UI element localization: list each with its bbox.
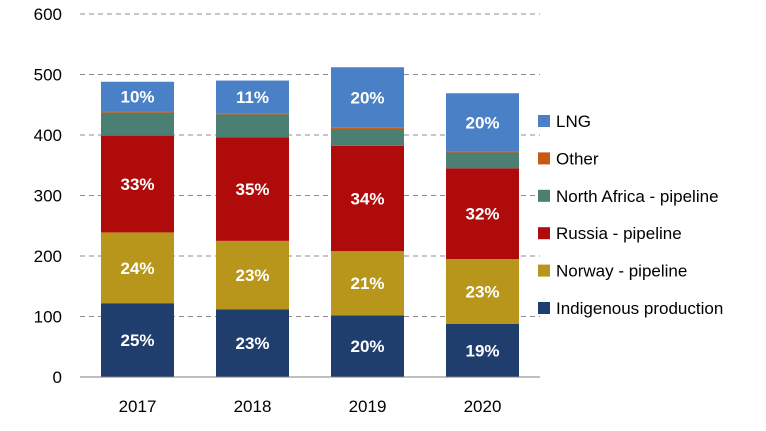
bar-segment-norway-pipeline-2018 xyxy=(216,240,289,310)
data-label: 25% xyxy=(120,331,154,350)
legend-swatch xyxy=(538,115,550,127)
bar-segment-norway-pipeline-2020 xyxy=(446,259,519,324)
bar-segment-other-2017 xyxy=(101,111,174,113)
data-label: 23% xyxy=(235,266,269,285)
data-label: 20% xyxy=(465,113,499,132)
bars xyxy=(101,67,519,377)
bar-segment-indigenous-production-2020 xyxy=(446,323,519,377)
legend-label: Other xyxy=(556,149,599,168)
legend-swatch xyxy=(538,189,550,202)
data-label: 20% xyxy=(350,88,384,107)
bar-segment-lng-2020 xyxy=(446,93,519,152)
bar-segment-other-2019 xyxy=(331,127,404,129)
x-tick-label: 2017 xyxy=(119,397,157,416)
bar-segment-indigenous-production-2017 xyxy=(101,303,174,377)
legend-label: LNG xyxy=(556,112,591,131)
y-tick-label: 400 xyxy=(34,126,62,145)
legend-label: Russia - pipeline xyxy=(556,224,682,243)
data-label: 10% xyxy=(120,88,154,107)
legend-swatch xyxy=(538,264,550,277)
bar-segment-lng-2018 xyxy=(216,80,289,114)
bar-segment-other-2020 xyxy=(446,151,519,153)
data-label: 33% xyxy=(120,175,154,194)
data-label: 11% xyxy=(236,88,269,107)
data-label: 21% xyxy=(350,274,384,293)
data-label: 34% xyxy=(350,190,384,209)
bar-segment-north-africa-pipeline-2020 xyxy=(446,152,519,169)
y-tick-label: 600 xyxy=(34,5,62,24)
data-label: 23% xyxy=(465,282,499,301)
bar-segment-north-africa-pipeline-2017 xyxy=(101,112,174,136)
y-axis-ticks: 0 100 200 300 400 500 600 xyxy=(34,5,62,387)
bar-segment-russia-pipeline-2020 xyxy=(446,168,519,260)
legend-label: Norway - pipeline xyxy=(556,262,687,281)
legend-label: Indigenous production xyxy=(556,299,723,318)
bar-segment-other-2018 xyxy=(216,113,289,115)
data-label: 32% xyxy=(465,205,499,224)
bar-labels: 25% 24% 33% 10% 23% 23% 35% 11% 20% 21% 34% 20% 19% 2… xyxy=(120,88,499,361)
y-tick-label: 200 xyxy=(34,247,62,266)
data-label: 20% xyxy=(350,337,384,356)
bar-segment-north-africa-pipeline-2019 xyxy=(331,128,404,146)
x-tick-label: 2019 xyxy=(349,397,387,416)
x-tick-label: 2020 xyxy=(464,397,502,416)
bar-segment-norway-pipeline-2019 xyxy=(331,251,404,316)
data-label: 19% xyxy=(465,341,499,360)
y-tick-label: 500 xyxy=(34,66,62,85)
y-tick-label: 100 xyxy=(34,308,62,327)
legend-label: North Africa - pipeline xyxy=(556,187,719,206)
legend-swatch xyxy=(538,302,550,314)
legend: LNG Other North Africa - pipeline Russia - … xyxy=(538,112,723,318)
data-label: 35% xyxy=(235,180,269,199)
bar-segment-norway-pipeline-2017 xyxy=(101,232,174,304)
bar-segment-russia-pipeline-2017 xyxy=(101,135,174,233)
bar-segment-russia-pipeline-2019 xyxy=(331,145,404,252)
bar-segment-russia-pipeline-2018 xyxy=(216,137,289,241)
x-axis-ticks: 2017 2018 2019 2020 xyxy=(119,397,502,416)
legend-swatch xyxy=(538,152,550,165)
data-label: 23% xyxy=(235,334,269,353)
y-tick-label: 0 xyxy=(53,368,62,387)
bar-segment-north-africa-pipeline-2018 xyxy=(216,114,289,138)
bar-segment-indigenous-production-2019 xyxy=(331,315,404,377)
bar-segment-indigenous-production-2018 xyxy=(216,309,289,377)
data-label: 24% xyxy=(120,259,154,278)
x-tick-label: 2018 xyxy=(234,397,272,416)
legend-swatch xyxy=(538,227,550,240)
bar-segment-lng-2017 xyxy=(101,81,174,112)
y-tick-label: 300 xyxy=(34,187,62,206)
bar-segment-lng-2019 xyxy=(331,67,404,128)
